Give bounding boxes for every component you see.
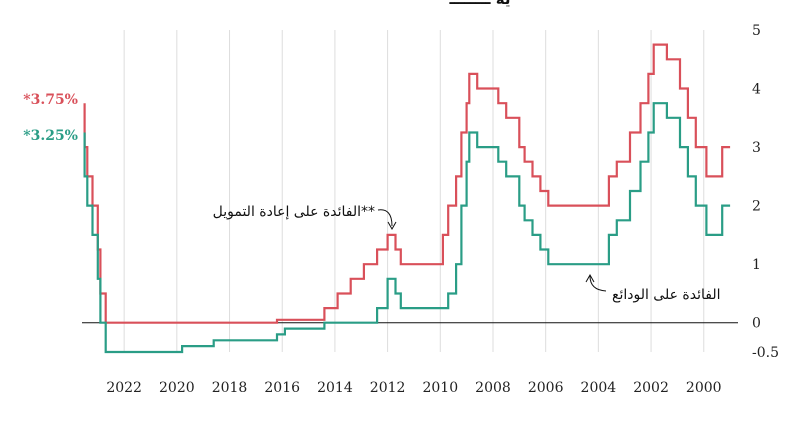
x-tick-label: 2014 [317,380,353,396]
x-tick-label: 2006 [528,380,564,396]
deposit-rate-line [83,102,731,354]
y-tick-label: 3 [752,140,761,156]
chart-title: ية ــــــــ [449,0,511,8]
x-tick-label: 2002 [633,380,669,396]
x-tick-label: 2010 [422,380,458,396]
refinancing-end-label: *3.75% [23,92,78,108]
deposit-annotation-arrow [589,275,607,292]
refinancing-rate-line [83,43,731,324]
y-tick-label: 0 [752,316,761,332]
x-tick-label: 2004 [581,380,617,396]
deposit-end-label: *3.25% [23,128,78,144]
refinancing-arrowhead [387,221,397,231]
x-tick-label: 2022 [106,380,142,396]
x-tick-label: 2016 [264,380,300,396]
x-tick-label: 2008 [475,380,511,396]
x-tick-label: 2018 [212,380,248,396]
refinancing-annotation-arrow [377,209,393,227]
deposit-annotation: الفائدة على الودائع [612,287,721,303]
y-tick-label: 4 [752,82,761,98]
y-axis-tick-labels: 5 4 3 2 1 0 -0.5 [752,23,779,361]
deposit-arrowhead [585,273,595,283]
x-tick-label: 2012 [370,380,406,396]
x-tick-label: 2000 [686,380,722,396]
x-axis-tick-labels: 2022 2020 2018 2016 2014 2012 2010 2008 2006 2004… [106,380,721,396]
y-tick-label: -0.5 [752,345,779,361]
vertical-gridlines [123,30,705,352]
y-tick-label: 2 [752,199,761,215]
y-tick-label: 5 [752,23,761,39]
series-lines [83,43,731,354]
x-tick-label: 2020 [159,380,195,396]
y-tick-label: 1 [752,257,761,273]
refinancing-annotation: الفائدة على إعادة التمويل** [213,204,375,220]
